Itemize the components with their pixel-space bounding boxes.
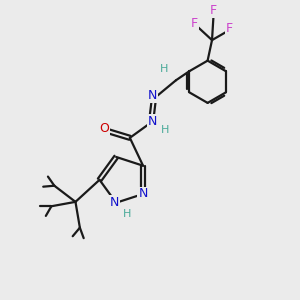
Text: N: N — [148, 89, 157, 102]
Text: H: H — [123, 209, 131, 219]
Text: F: F — [191, 17, 198, 30]
Text: F: F — [210, 4, 217, 17]
Text: N: N — [148, 115, 157, 128]
Text: N: N — [138, 188, 148, 200]
Text: F: F — [226, 22, 233, 35]
Text: H: H — [159, 64, 168, 74]
Text: H: H — [161, 125, 169, 135]
Text: O: O — [99, 122, 109, 135]
Text: N: N — [110, 196, 119, 209]
